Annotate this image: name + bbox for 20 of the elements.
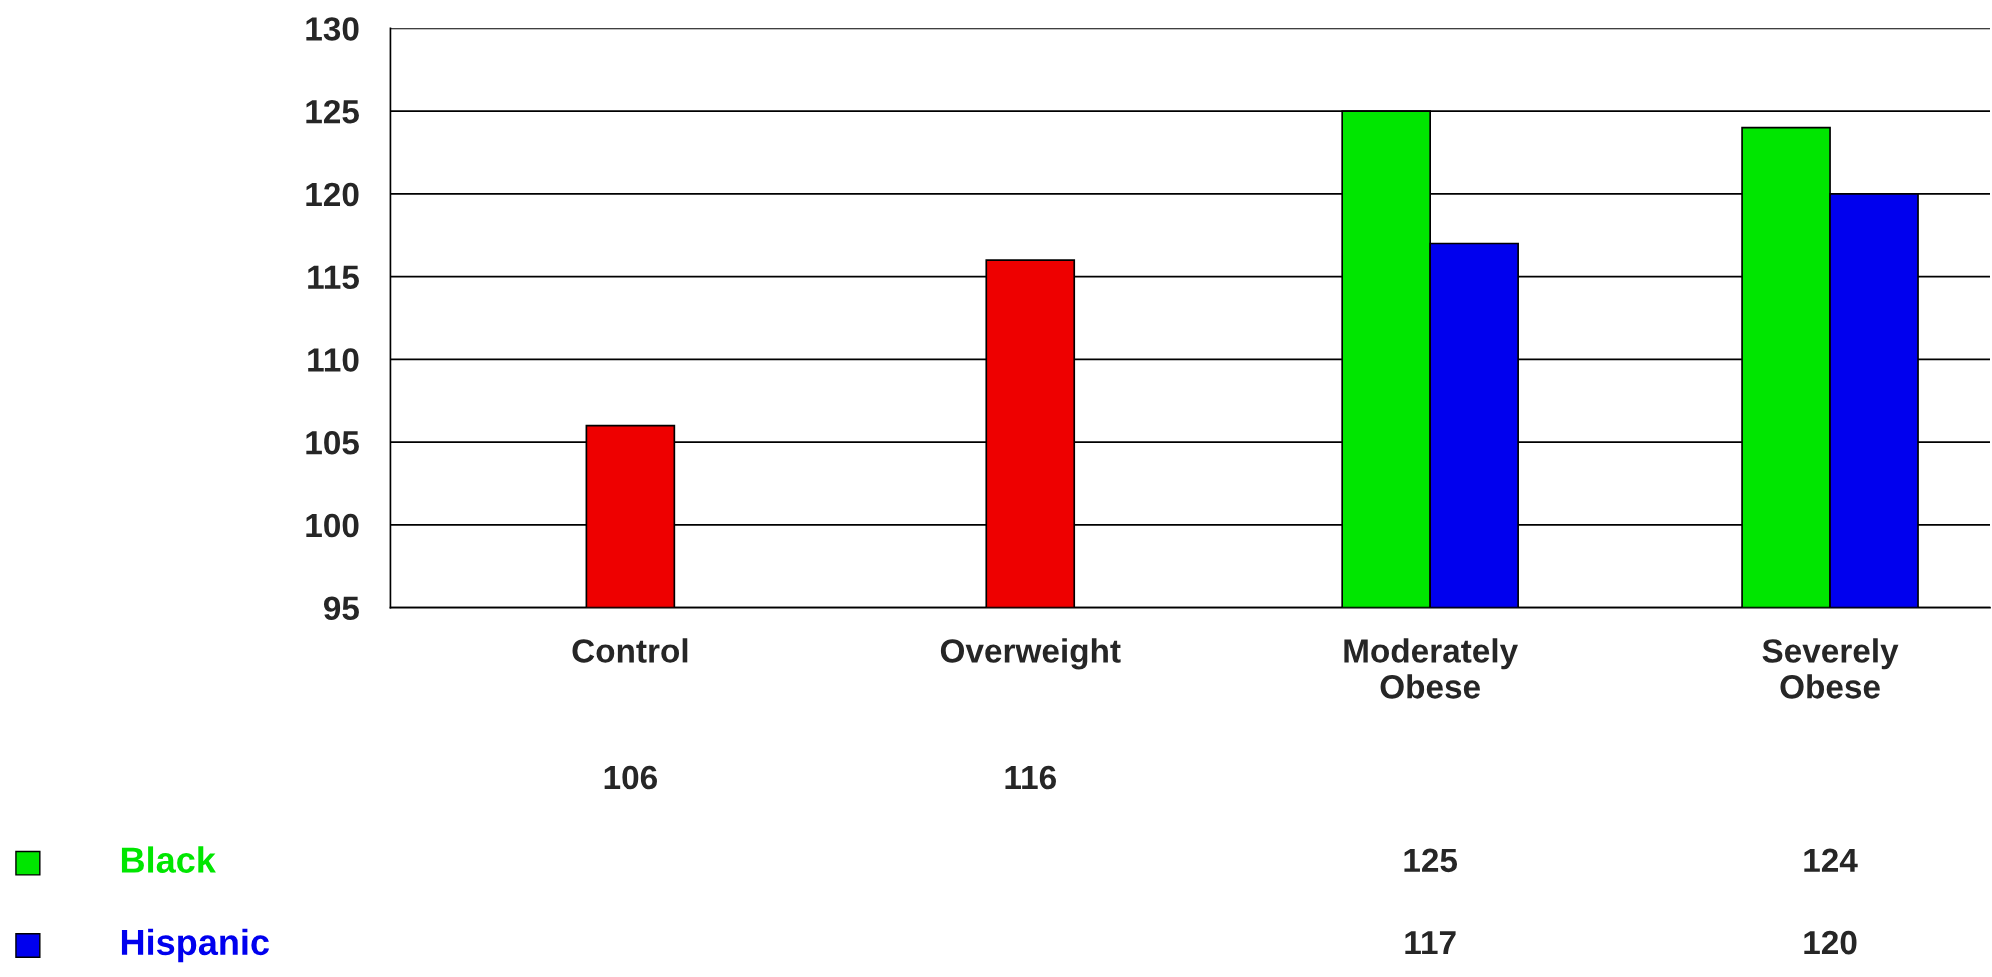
data-label: 116: [1005, 765, 1056, 790]
legend-label: Black: [121, 846, 216, 873]
x-tick-label: Control: [572, 638, 688, 663]
x-tick-label: Moderately Obese: [1344, 638, 1518, 699]
y-tick-label: 100: [306, 513, 359, 538]
data-label: 125: [1404, 848, 1458, 873]
legend-label: Hispanic: [121, 928, 269, 963]
y-tick-label: 105: [306, 430, 359, 455]
data-label: 117: [1405, 931, 1456, 955]
data-label: 124: [1804, 848, 1858, 872]
y-tick-label: 115: [308, 265, 359, 290]
y-tick-label: 130: [306, 17, 359, 41]
y-tick-label: 95: [323, 596, 359, 621]
data-label: 120: [1804, 930, 1857, 955]
y-tick-label: 120: [306, 182, 359, 207]
x-tick-label: Severely Obese: [1762, 638, 1899, 699]
y-tick-label: 125: [306, 99, 359, 124]
data-label: 106: [604, 765, 657, 790]
x-tick-label: Overweight: [940, 638, 1121, 670]
y-tick-label: 110: [308, 348, 359, 372]
